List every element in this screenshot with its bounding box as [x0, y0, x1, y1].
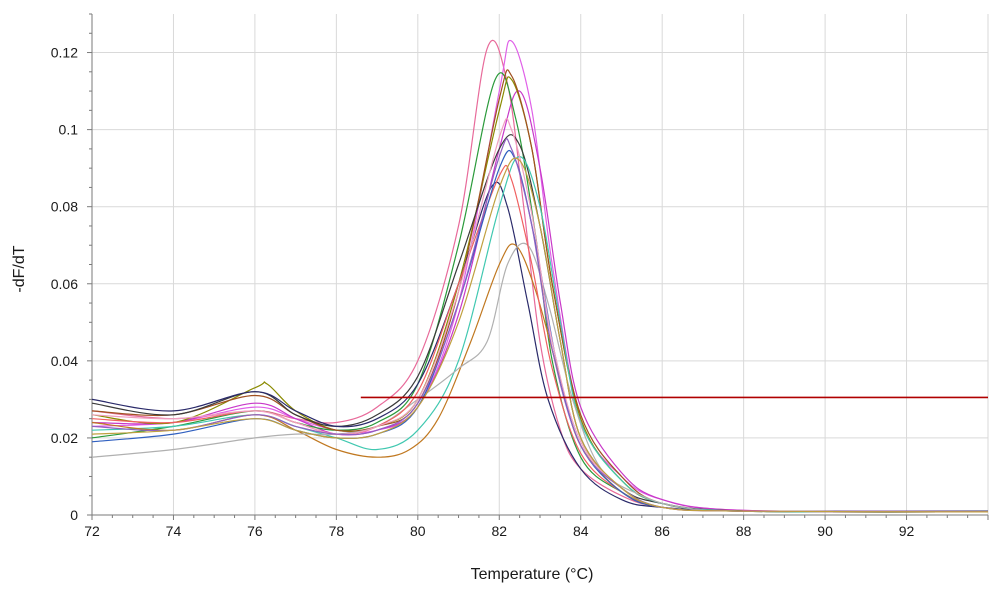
melt-curve-line: [91, 90, 989, 513]
x-tick-label: 88: [736, 523, 752, 539]
y-tick-label: 0.1: [59, 122, 79, 138]
y-axis-ticks: 0 0.02 0.04 0.06 0.08 0.1 0.12: [51, 13, 92, 523]
melt-curve-line: [91, 157, 989, 513]
melt-curve-line: [91, 69, 989, 513]
x-tick-label: 72: [84, 523, 100, 539]
x-axis-ticks: 72 74 76 78 80 82 84 86 88 90 92: [84, 515, 989, 539]
x-tick-label: 90: [817, 523, 833, 539]
melt-curve-line: [91, 242, 989, 513]
melt-curve-line: [91, 117, 989, 513]
series-group: [91, 39, 989, 513]
y-tick-label: 0.04: [51, 353, 78, 369]
x-tick-label: 74: [166, 523, 182, 539]
y-tick-label: 0.12: [51, 45, 78, 61]
melt-curve-line: [91, 181, 989, 513]
x-axis-label: Temperature (°C): [471, 566, 594, 583]
melt-curve-line: [91, 156, 989, 513]
melt-curve-line: [91, 134, 989, 513]
x-tick-label: 80: [410, 523, 426, 539]
y-tick-label: 0.02: [51, 430, 78, 446]
x-tick-label: 78: [329, 523, 345, 539]
y-tick-label: 0.06: [51, 276, 78, 292]
y-axis-label: -dF/dT: [11, 245, 28, 292]
y-tick-label: 0: [70, 507, 78, 523]
x-tick-label: 76: [247, 523, 263, 539]
melt-curve-line: [91, 72, 989, 513]
melt-curve-line: [91, 76, 989, 513]
y-tick-label: 0.08: [51, 199, 78, 215]
x-tick-label: 92: [899, 523, 915, 539]
x-tick-label: 86: [654, 523, 670, 539]
melt-curve-line: [91, 138, 989, 513]
x-tick-label: 84: [573, 523, 589, 539]
x-tick-label: 82: [491, 523, 507, 539]
grid-lines: [92, 14, 989, 515]
